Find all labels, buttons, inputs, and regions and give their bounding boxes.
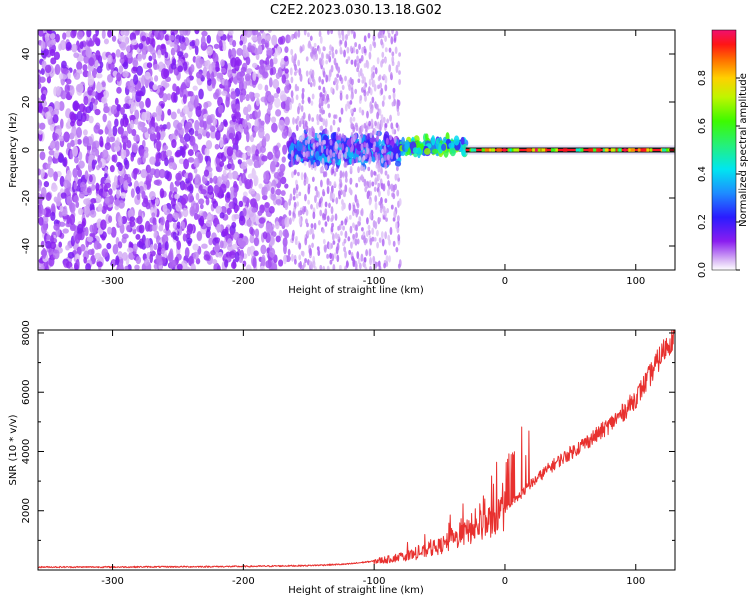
x-tick-label: -100 — [363, 576, 386, 587]
x-tick-label: -200 — [232, 576, 255, 587]
x-tick-label: -100 — [363, 276, 386, 287]
colorbar-gradient — [711, 29, 737, 271]
colorbar-tick-label: 0.0 — [697, 262, 708, 278]
heatmap-region-0 — [38, 30, 292, 270]
colorbar-tick-label: 0.2 — [697, 214, 708, 230]
spectrogram-heatmap — [38, 30, 675, 270]
y-tick-label: 0 — [21, 147, 32, 153]
y-tick-label: 6000 — [21, 379, 32, 404]
snr-frame — [37, 329, 676, 571]
x-tick-label: 0 — [502, 576, 508, 587]
y-tick-label: 40 — [21, 48, 32, 61]
snr-series-line — [38, 330, 675, 569]
y-tick-label: -40 — [21, 238, 32, 254]
colorbar-ticks: 0.0 0.2 0.4 0.6 0.8 — [697, 70, 740, 278]
x-tick-label: 0 — [502, 276, 508, 287]
colorbar-tick-label: 0.4 — [697, 166, 708, 182]
x-tick-label: 100 — [626, 576, 645, 587]
y-tick-label: 20 — [21, 96, 32, 109]
colorbar-tick-label: 0.6 — [697, 118, 708, 134]
figure-title: C2E2.2023.030.13.18.G02 — [270, 3, 442, 18]
colorbar-tick-label: 0.8 — [697, 70, 708, 86]
colorbar-label: Normalized spectral amplitude — [738, 73, 749, 227]
snr-y-label: SNR (10 * v/v) — [8, 414, 19, 485]
x-tick-label: 100 — [626, 276, 645, 287]
x-tick-label: -300 — [101, 276, 124, 287]
colorbar: 0.0 0.2 0.4 0.6 0.8 Normalized spectral ampl… — [697, 29, 749, 278]
y-tick-label: 4000 — [21, 439, 32, 464]
x-tick-label: -300 — [101, 576, 124, 587]
spectrogram-y-label: Frequency (Hz) — [8, 112, 19, 188]
x-tick-label: -200 — [232, 276, 255, 287]
y-tick-label: 2000 — [21, 498, 32, 523]
spectrogram-x-label: Height of straight line (km) — [288, 285, 424, 296]
y-tick-label: -20 — [21, 190, 32, 206]
snr-panel: -300 -200 -100 0 100 2000 4000 6000 8000 Height … — [8, 320, 676, 596]
snr-ticks: -300 -200 -100 0 100 2000 4000 6000 8000 — [21, 320, 675, 587]
heatmap-region-2 — [397, 132, 469, 159]
y-tick-label: 8000 — [21, 320, 32, 345]
snr-x-label: Height of straight line (km) — [288, 585, 424, 596]
heatmap-region-3 — [465, 145, 675, 155]
heatmap-region-1 — [286, 30, 402, 270]
